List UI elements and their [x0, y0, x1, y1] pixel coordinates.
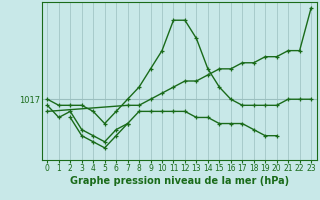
X-axis label: Graphe pression niveau de la mer (hPa): Graphe pression niveau de la mer (hPa) [70, 176, 289, 186]
